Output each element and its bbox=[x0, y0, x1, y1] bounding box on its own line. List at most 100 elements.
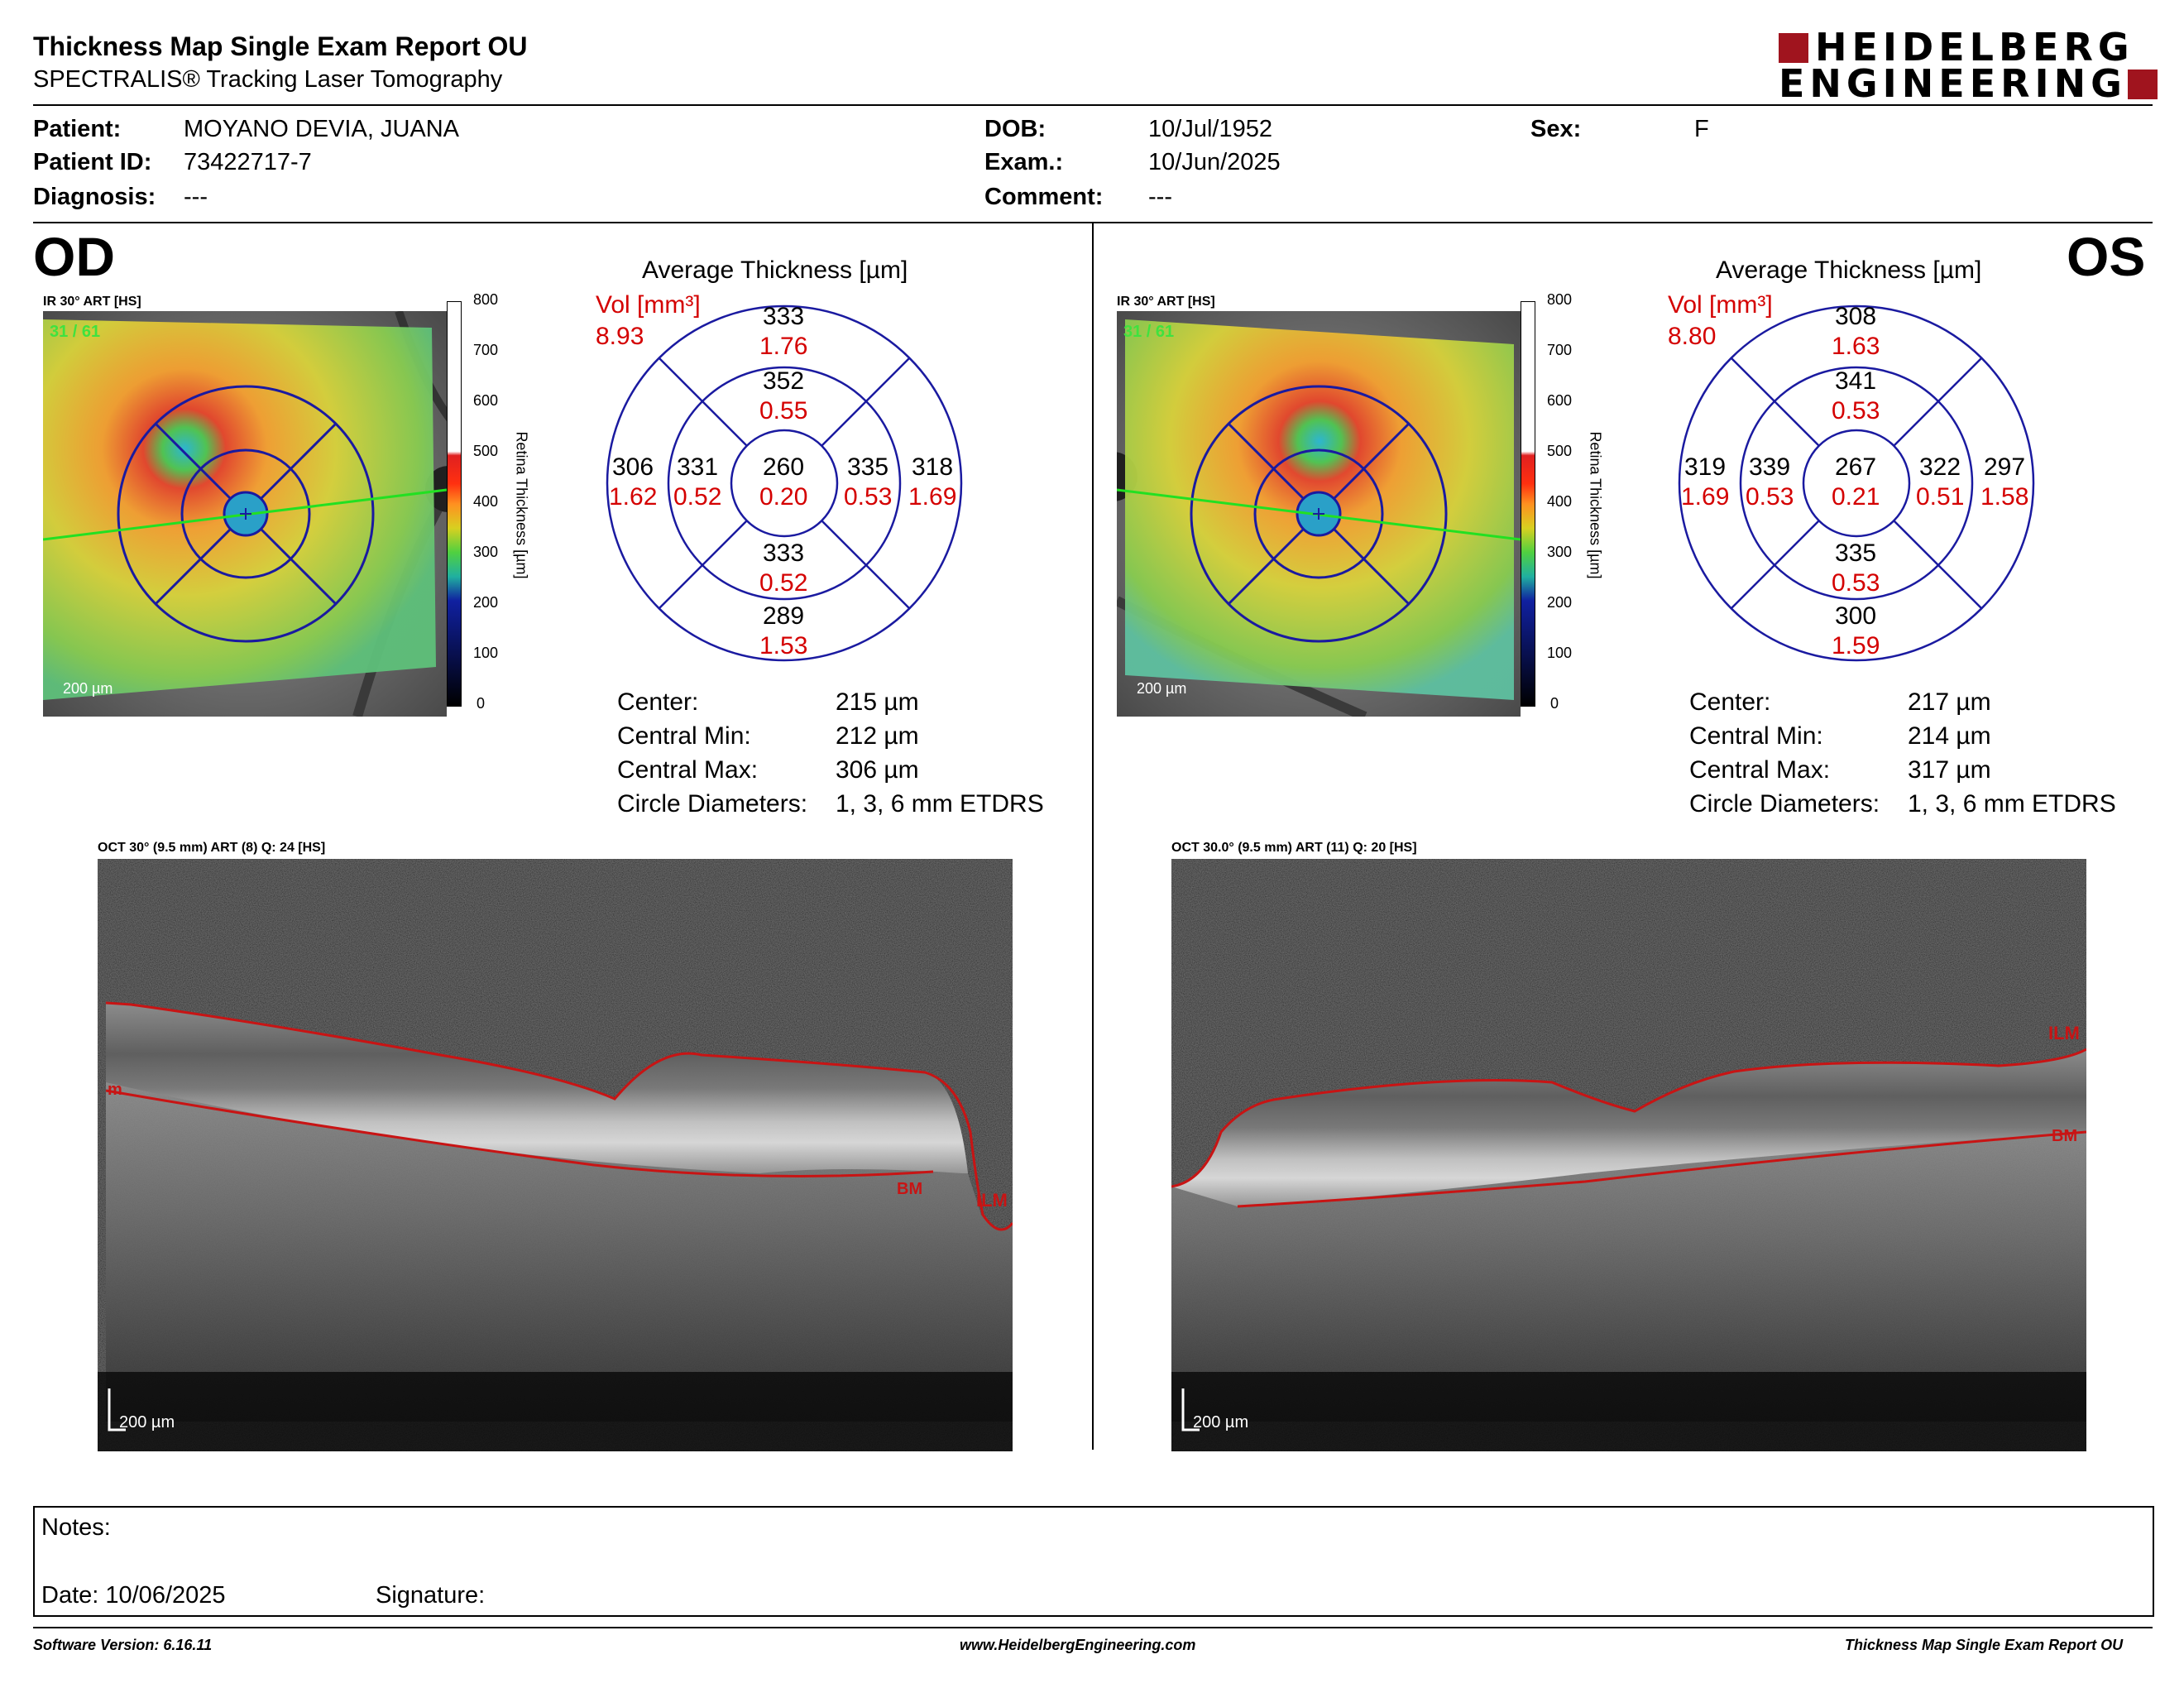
patient-id-label: Patient ID: bbox=[33, 149, 152, 175]
od-oct-label: OCT 30° (9.5 mm) ART (8) Q: 24 [HS] bbox=[98, 841, 326, 855]
os-ilm-label: ILM bbox=[2048, 1023, 2080, 1043]
os-diam-label: Circle Diameters: bbox=[1689, 790, 1880, 818]
os-outer-left-th: 319 bbox=[1684, 453, 1727, 481]
od-center-label: Center: bbox=[617, 688, 699, 716]
dob-value: 10/Jul/1952 bbox=[1148, 116, 1272, 142]
colorbar-tick: 100 bbox=[473, 645, 499, 661]
os-outer-left-vol: 1.69 bbox=[1681, 483, 1730, 511]
od-eye-label: OD bbox=[33, 226, 115, 287]
colorbar-tick: 400 bbox=[1547, 493, 1573, 510]
os-inner-top-th: 341 bbox=[1835, 367, 1877, 395]
center-divider bbox=[1092, 223, 1094, 1450]
colorbar-tick: 600 bbox=[473, 392, 499, 409]
od-m-label: m bbox=[108, 1081, 122, 1099]
diagnosis-label: Diagnosis: bbox=[33, 184, 156, 210]
colorbar-tick: 500 bbox=[1547, 443, 1573, 459]
colorbar-tick: 400 bbox=[473, 493, 499, 510]
od-colorbar bbox=[447, 301, 462, 707]
os-ir-label: IR 30° ART [HS] bbox=[1117, 295, 1215, 309]
od-frames: 31 / 61 bbox=[50, 323, 101, 341]
comment-label: Comment: bbox=[984, 184, 1104, 210]
od-inner-right-vol: 0.53 bbox=[844, 483, 893, 511]
dob-label: DOB: bbox=[984, 116, 1046, 142]
od-outer-left-vol: 1.62 bbox=[609, 483, 658, 511]
os-oct-bscan bbox=[1171, 859, 2086, 1451]
colorbar-tick: 500 bbox=[473, 443, 499, 459]
os-min-value: 214 µm bbox=[1908, 722, 1991, 750]
os-inner-right-th: 322 bbox=[1919, 453, 1961, 481]
od-max-label: Central Max: bbox=[617, 756, 759, 784]
os-outer-top-vol: 1.63 bbox=[1832, 333, 1880, 360]
od-colorbar-ticks: 800 700 600 500 400 300 200 100 0 bbox=[473, 291, 523, 722]
os-center-th: 267 bbox=[1835, 453, 1877, 481]
od-inner-bottom-vol: 0.52 bbox=[759, 569, 808, 597]
patient-label: Patient: bbox=[33, 116, 122, 142]
footer-report: Thickness Map Single Exam Report OU bbox=[1845, 1637, 2124, 1653]
od-outer-right-vol: 1.69 bbox=[908, 483, 957, 511]
os-center-value: 217 µm bbox=[1908, 688, 1991, 716]
logo-line2: ENGINEERING bbox=[1779, 61, 2127, 106]
colorbar-tick: 800 bbox=[1547, 291, 1573, 308]
colorbar-tick: 700 bbox=[473, 342, 499, 358]
os-etdrs-grid bbox=[1678, 305, 2035, 662]
od-diam-label: Circle Diameters: bbox=[617, 790, 808, 818]
report-title: Thickness Map Single Exam Report OU bbox=[33, 31, 528, 61]
patient-value: MOYANO DEVIA, JUANA bbox=[184, 116, 460, 142]
colorbar-tick: 0 bbox=[1550, 695, 1559, 712]
logo-square-icon bbox=[1779, 33, 1808, 63]
colorbar-tick: 300 bbox=[1547, 544, 1573, 560]
os-map-scale: 200 µm bbox=[1137, 680, 1187, 697]
diagnosis-value: --- bbox=[184, 184, 208, 210]
os-min-label: Central Min: bbox=[1689, 722, 1823, 750]
od-vol-value: 8.93 bbox=[596, 323, 644, 350]
od-min-value: 212 µm bbox=[836, 722, 919, 750]
od-inner-bottom-th: 333 bbox=[763, 539, 805, 567]
os-max-label: Central Max: bbox=[1689, 756, 1831, 784]
sex-label: Sex: bbox=[1530, 116, 1582, 142]
od-outer-left-th: 306 bbox=[612, 453, 654, 481]
colorbar-tick: 700 bbox=[1547, 342, 1573, 358]
od-outer-right-th: 318 bbox=[912, 453, 954, 481]
footer-software: Software Version: 6.16.11 bbox=[33, 1637, 213, 1653]
exam-value: 10/Jun/2025 bbox=[1148, 149, 1281, 175]
colorbar-tick: 800 bbox=[473, 291, 499, 308]
os-oct-scale: 200 µm bbox=[1193, 1413, 1249, 1431]
od-ir-label: IR 30° ART [HS] bbox=[43, 295, 141, 309]
os-center-vol: 0.21 bbox=[1832, 483, 1880, 511]
exam-label: Exam.: bbox=[984, 149, 1064, 175]
colorbar-tick: 200 bbox=[473, 594, 499, 611]
od-inner-top-th: 352 bbox=[763, 367, 805, 395]
od-avg-title: Average Thickness [µm] bbox=[642, 257, 908, 284]
os-center-label: Center: bbox=[1689, 688, 1771, 716]
od-bm-label: BM bbox=[897, 1180, 923, 1198]
os-inner-bottom-vol: 0.53 bbox=[1832, 569, 1880, 597]
od-etdrs-grid bbox=[606, 305, 963, 662]
sex-value: F bbox=[1694, 116, 1709, 142]
footer-website: www.HeidelbergEngineering.com bbox=[960, 1637, 1196, 1653]
os-colorbar-label: Retina Thickness [µm] bbox=[1587, 431, 1604, 579]
od-outer-top-vol: 1.76 bbox=[759, 333, 808, 360]
od-outer-top-th: 333 bbox=[763, 303, 805, 330]
os-colorbar-ticks: 800 700 600 500 400 300 200 100 0 bbox=[1547, 291, 1597, 722]
od-vol-label: Vol [mm³] bbox=[596, 291, 701, 319]
os-vol-value: 8.80 bbox=[1668, 323, 1717, 350]
os-outer-right-th: 297 bbox=[1984, 453, 2026, 481]
od-center-vol: 0.20 bbox=[759, 483, 808, 511]
os-frames: 31 / 61 bbox=[1123, 323, 1175, 341]
od-inner-left-th: 331 bbox=[677, 453, 719, 481]
od-ilm-label: ILM bbox=[976, 1190, 1008, 1211]
os-inner-left-th: 339 bbox=[1749, 453, 1791, 481]
heidelberg-logo: HEIDELBERG ENGINEERING bbox=[1779, 28, 2159, 106]
os-avg-title: Average Thickness [µm] bbox=[1716, 257, 1982, 284]
report-subtitle: SPECTRALIS® Tracking Laser Tomography bbox=[33, 66, 503, 93]
os-inner-right-vol: 0.51 bbox=[1916, 483, 1965, 511]
logo-square-icon-2 bbox=[2128, 70, 2158, 99]
patient-divider bbox=[33, 222, 2153, 223]
os-diam-value: 1, 3, 6 mm ETDRS bbox=[1908, 790, 2116, 818]
od-map-scale: 200 µm bbox=[63, 680, 113, 697]
footer-divider bbox=[33, 1627, 2153, 1628]
colorbar-tick: 200 bbox=[1547, 594, 1573, 611]
comment-value: --- bbox=[1148, 184, 1172, 210]
od-outer-bottom-vol: 1.53 bbox=[759, 632, 808, 659]
od-center-th: 260 bbox=[763, 453, 805, 481]
